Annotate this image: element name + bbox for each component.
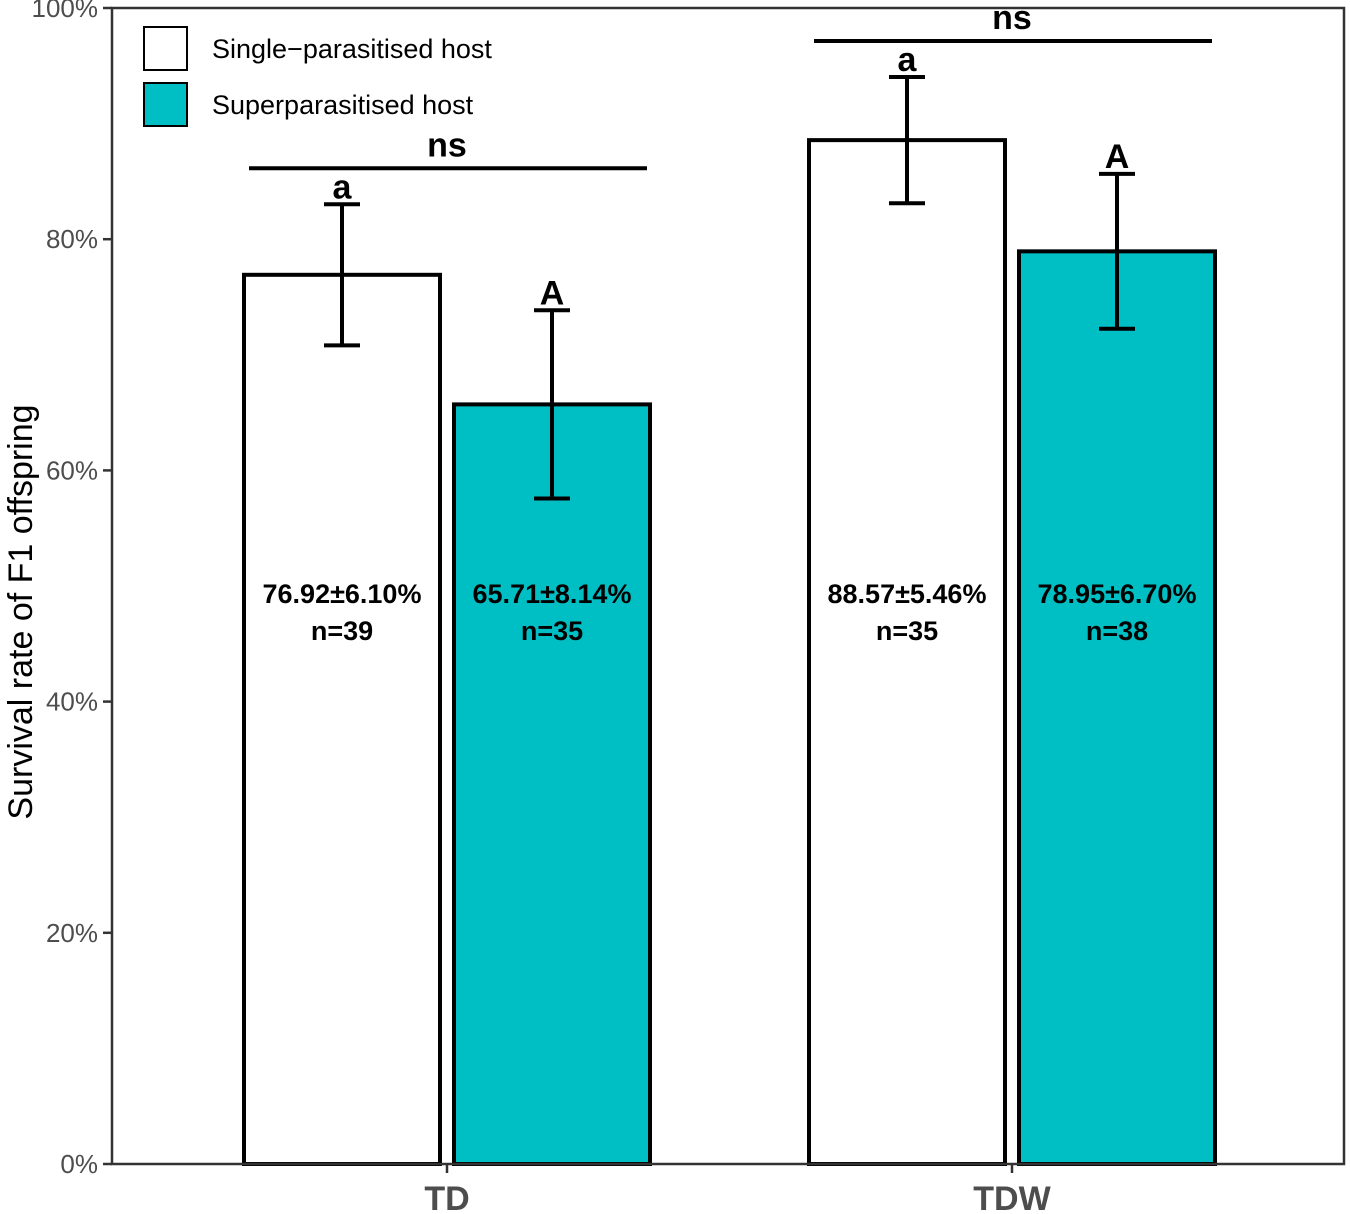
significance-label: ns: [427, 126, 467, 164]
data-label: 65.71±8.14%: [473, 579, 632, 609]
x-tick-label: TDW: [973, 1180, 1051, 1214]
x-tick-label: TD: [424, 1180, 469, 1214]
bar: [242, 272, 442, 1166]
y-tick-label: 20%: [46, 918, 98, 948]
y-tick-label: 80%: [46, 224, 98, 254]
y-tick-label: 60%: [46, 455, 98, 485]
legend-key: [143, 82, 188, 127]
bar: [1017, 249, 1217, 1166]
legend-key: [143, 26, 188, 71]
legend-label: Superparasitised host: [212, 90, 474, 120]
legend-label: Single−parasitised host: [212, 34, 492, 64]
y-axis: 0% 20% 40% 60% 80% 100%: [32, 0, 112, 1179]
legend: Single−parasitised host Superparasitised …: [143, 26, 492, 127]
error-bars: [324, 75, 1135, 501]
sample-size-label: n=35: [876, 616, 938, 646]
significance-letter: a: [333, 168, 353, 206]
plot-border: [110, 6, 1346, 1166]
significance-label: ns: [992, 0, 1032, 37]
sample-size-label: n=39: [311, 616, 373, 646]
sample-size-label: n=38: [1086, 616, 1148, 646]
x-axis: TD TDW: [424, 1164, 1052, 1214]
y-tick-label: 100%: [32, 0, 99, 23]
significance-letter: a: [898, 41, 918, 79]
bar: [807, 138, 1007, 1166]
data-label: 76.92±6.10%: [263, 579, 422, 609]
significance-letter: A: [1105, 138, 1130, 176]
annotations: a 76.92±6.10% n=39 a 88.57±5.46% n=35 A 65.71±8…: [249, 0, 1212, 646]
sample-size-label: n=35: [521, 616, 583, 646]
data-label: 78.95±6.70%: [1038, 579, 1197, 609]
data-label: 88.57±5.46%: [828, 579, 987, 609]
significance-letter: A: [540, 274, 565, 312]
y-tick-label: 0%: [60, 1149, 98, 1179]
y-axis-title: Survival rate of F1 offspring: [2, 404, 40, 819]
bars: [242, 138, 1217, 1166]
bar: [452, 402, 652, 1166]
y-tick-label: 40%: [46, 687, 98, 717]
